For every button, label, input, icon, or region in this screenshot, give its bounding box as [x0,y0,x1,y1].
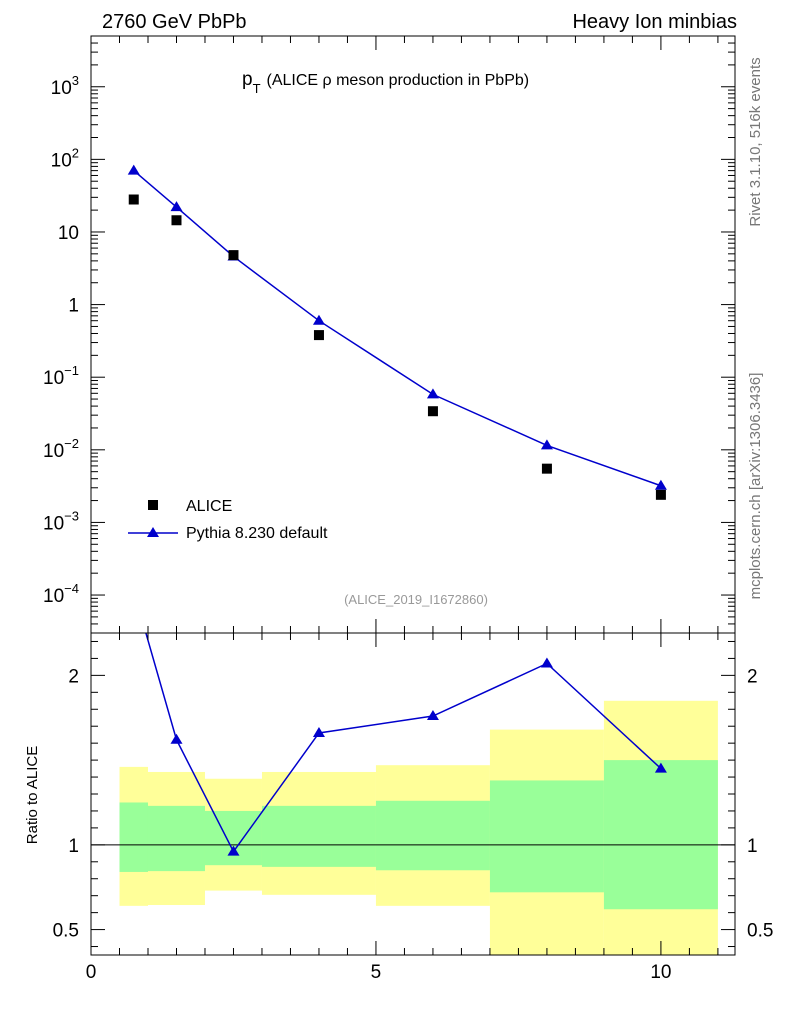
ratio-ytick-label-left: 1 [68,836,79,857]
main-frame [90,35,736,634]
alice-point [313,330,324,341]
main-ytick-label: 102 [51,145,79,171]
pythia-point [312,314,325,325]
ratio-ylabel: Ratio to ALICE [24,746,41,844]
ratio-band-stat [489,780,604,893]
main-ytick-label: 10−3 [43,508,79,534]
alice-point [655,489,666,500]
pythia-point [170,201,183,212]
legend-label-pythia: Pythia 8.230 default [186,525,328,542]
ratio-xtick-label: 0 [86,962,97,983]
alice-point [228,250,239,261]
alice-point [541,463,552,474]
main-ytick-label: 10−4 [43,581,79,607]
legend-marker-alice [148,500,158,510]
ratio-ytick-label-right: 0.5 [747,921,773,942]
ratio-xtick-label: 5 [371,962,382,983]
legend-marker-pythia [147,527,159,537]
main-title: pT (ALICE ρ meson production in PbPb) [242,69,529,96]
pythia-point [426,388,439,399]
ratio-ytick-label-right: 1 [747,836,758,857]
main-title-sub: T [253,81,261,96]
ratio-xtick-label: 10 [650,962,671,983]
alice-point [171,215,182,226]
header-left: 2760 GeV PbPb [102,11,247,33]
ratio-pythia-point [654,762,667,773]
ratio-band-stat [261,805,376,867]
ratio-band-stat [119,802,148,872]
watermark: (ALICE_2019_I1672860) [344,592,488,607]
main-title-p: p [242,69,253,90]
ratio-band-stat [375,800,490,871]
pythia-point [654,479,667,490]
main-ytick-label: 10 [58,223,79,244]
alice-point [427,406,438,417]
ratio-band-stat [204,810,262,866]
legend-label-alice: ALICE [186,498,232,515]
pythia-point [540,439,553,450]
ratio-pythia-point [312,726,325,737]
main-ytick-label: 1 [68,296,79,317]
ratio-ytick-label-right: 2 [747,666,758,687]
ratio-band-stat [147,805,205,872]
ratio-band-stat [603,760,718,910]
side-label-rivet: Rivet 3.1.10, 516k events [747,57,764,226]
ratio-ytick-label-left: 0.5 [53,921,79,942]
alice-point [128,194,139,205]
main-ytick-label: 10−2 [43,436,79,462]
main-ytick-label: 103 [51,73,79,99]
ratio-pythia-point [170,733,183,744]
ratio-ytick-label-left: 2 [68,666,79,687]
pythia-line [133,170,662,487]
ratio-plot: 0.5 0.5 1 1 2 2 0 5 10 Ratio to ALICE [24,632,773,983]
header-right: Heavy Ion minbias [572,11,737,33]
main-plot: 10−4 10−3 10−2 10−1 1 10 102 103 pT (ALICE ρ mes… [43,35,736,634]
legend: ALICE Pythia 8.230 default [128,498,328,542]
ratio-pythia-point [426,710,439,721]
main-title-rest: (ALICE ρ meson production in PbPb) [267,72,530,89]
ratio-pythia-point [227,845,240,856]
main-ytick-label: 10−1 [43,363,79,389]
ratio-pythia-point [540,657,553,668]
pythia-point [127,164,140,175]
side-label-mcplots: mcplots.cern.ch [arXiv:1306.3436] [747,373,764,600]
